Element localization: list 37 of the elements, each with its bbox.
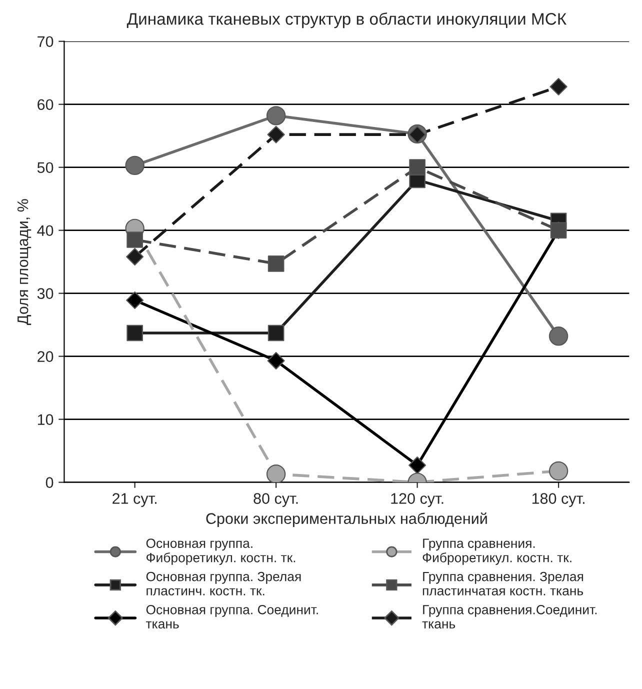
point — [548, 461, 568, 481]
point — [409, 159, 426, 176]
legend-label: Группа сравнения. Зрелая пластинчатая костн. ткань — [422, 572, 584, 596]
y-tick-label: 70 — [38, 36, 54, 48]
point — [126, 291, 144, 310]
legend-label: Основная группа. Фиброретикул. костн. тк. — [146, 538, 296, 565]
x-tick-label: 120 сут. — [391, 493, 444, 507]
y-tick-label: 60 — [38, 99, 54, 110]
legend-label: Основная группа. Зрелая пластинч. костн. тк. — [146, 572, 301, 596]
x-tick-label: 21 сут. — [112, 493, 156, 507]
x-axis-title: Сроки экспериментальных наблюдений — [206, 512, 487, 528]
y-tick-label: 30 — [37, 288, 54, 300]
y-tick-label: 40 — [37, 225, 54, 236]
y-axis-title: Доля площади, % — [17, 199, 32, 325]
legend-label: Группа сравнения. Фиброретикул. костн. тк. — [422, 538, 572, 565]
point — [268, 256, 284, 272]
chart-title: Динамика тканевых структур в области инокуляции МСК — [126, 12, 566, 28]
point — [126, 324, 143, 342]
y-tick-label: 10 — [38, 414, 54, 425]
point — [408, 456, 426, 474]
x-tick-label: 80 сут. — [254, 493, 298, 507]
point — [548, 326, 568, 346]
point — [126, 232, 143, 248]
point — [125, 156, 144, 176]
point — [267, 352, 285, 370]
point — [268, 324, 284, 342]
y-tick-label: 20 — [38, 351, 54, 362]
x-tick-label: 180 сут. — [532, 493, 584, 507]
legend-label: Группа сравнения.Соединит. ткань — [422, 604, 597, 629]
point — [267, 126, 285, 144]
point — [266, 106, 286, 126]
point — [126, 248, 144, 266]
y-tick-label: 0 — [46, 477, 54, 488]
y-tick-label: 50 — [37, 162, 54, 174]
legend-label: Основная группа. Соединит. ткань — [146, 604, 318, 629]
point — [266, 464, 286, 482]
point — [550, 78, 568, 96]
